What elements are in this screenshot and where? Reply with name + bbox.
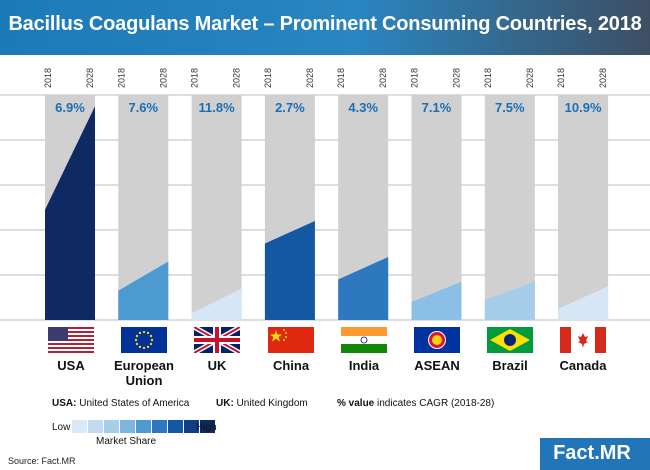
country-label-brazil: Brazil [492,358,528,373]
country-label-india: India [348,358,380,373]
column-bg-canada [558,95,609,320]
year-label-end: 2028 [85,68,95,88]
share-area-india [338,257,389,320]
share-area-brazil [484,281,535,320]
factmr-logo: Fact.MR [540,438,650,470]
cagr-label-canada: 10.9% [565,100,602,115]
share-area-usa [45,106,95,320]
note-uk-abbr: UK: [216,398,234,409]
year-label-end: 2028 [378,68,388,88]
brazil-flag-icon [487,327,533,353]
title-bar: Bacillus Coagulans Market – Prominent Co… [0,0,650,55]
legend-swatch-3 [104,420,119,433]
year-label-start: 2018 [483,68,493,88]
eu-flag-icon [121,327,167,353]
year-label-start: 2018 [556,68,566,88]
legend-color-scale [72,420,216,433]
legend-swatch-9 [200,420,215,433]
legend-swatch-8 [184,420,199,433]
source-note: Source: Fact.MR [8,456,76,466]
note-usa-abbr: USA: [52,398,77,409]
cagr-label-india: 4.3% [348,100,378,115]
logo-text: Fact.MR [553,442,631,464]
country-label-canada: Canada [559,358,607,373]
uk-flag-icon [194,327,240,353]
share-area-asean [411,281,462,320]
column-bg-uk [191,95,242,320]
legend-swatch-7 [168,420,183,433]
legend-swatch-4 [120,420,135,433]
year-label-start: 2018 [190,68,200,88]
cagr-label-european-union: 7.6% [128,100,158,115]
share-area-china [264,221,315,320]
legend-caption: Market Share [96,436,157,447]
cagr-label-uk: 11.8% [199,100,236,115]
year-label-start: 2018 [336,68,346,88]
note-uk-full: United Kingdom [233,398,308,409]
year-label-end: 2028 [452,68,462,88]
note-usa-full: United States of America [76,398,190,409]
year-label-end: 2028 [525,68,535,88]
country-label-china: China [272,358,310,373]
cagr-label-asean: 7.1% [422,100,452,115]
country-label-asean: ASEAN [414,358,460,373]
share-area-european-union [118,261,169,320]
india-flag-icon [341,327,387,353]
country-label-eu-line2: Union [125,373,163,388]
country-label-usa: USA [57,358,85,373]
legend-swatch-5 [136,420,151,433]
note-cagr: % value indicates CAGR (2018-28) [337,398,494,409]
note-cagr-full: indicates CAGR (2018-28) [374,398,495,409]
canada-flag-icon [560,327,606,353]
usa-flag-icon [48,327,94,353]
country-label-european-union: European Union [99,358,189,388]
country-label-eu-line1: European [114,358,174,373]
column-bg-brazil [484,95,535,320]
note-uk: UK: United Kingdom [216,398,308,409]
year-label-end: 2028 [598,68,608,88]
year-label-start: 2018 [43,68,53,88]
year-label-end: 2028 [232,68,242,88]
year-label-start: 2018 [263,68,273,88]
year-label-start: 2018 [116,68,126,88]
share-area-canada [558,286,609,320]
legend-high-label: High [196,422,217,433]
chart-title: Bacillus Coagulans Market – Prominent Co… [8,13,642,35]
note-cagr-abbr: % value [337,398,375,409]
asean-flag-icon [414,327,460,353]
cagr-label-brazil: 7.5% [495,100,525,115]
column-bg-asean [411,95,462,320]
year-label-end: 2028 [158,68,168,88]
year-label-end: 2028 [305,68,315,88]
legend-swatch-1 [72,420,87,433]
share-area-uk [191,288,242,320]
legend-swatch-2 [88,420,103,433]
country-label-uk: UK [207,358,227,373]
cagr-label-usa: 6.9% [55,100,85,115]
year-label-start: 2018 [410,68,420,88]
cagr-label-china: 2.7% [275,100,305,115]
legend-low-label: Low [52,422,71,433]
note-usa: USA: United States of America [52,398,189,409]
legend-swatch-6 [152,420,167,433]
china-flag-icon [268,327,314,353]
